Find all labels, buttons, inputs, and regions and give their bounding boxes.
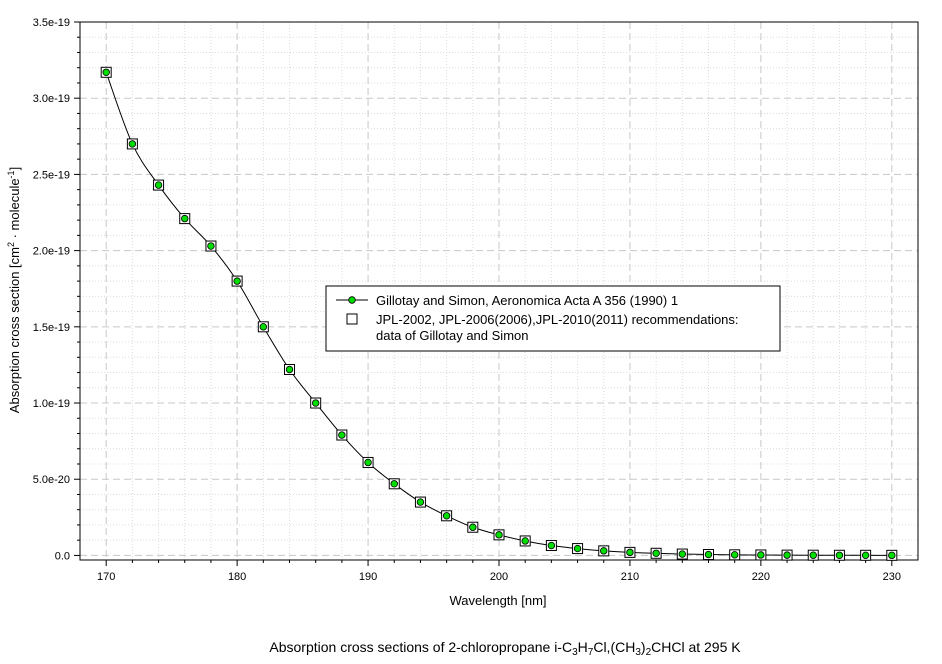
data-point-gillotay-circle (495, 531, 503, 539)
data-point-gillotay-circle (835, 551, 844, 559)
caption-subscript: 2 (646, 647, 652, 658)
y-axis-title-post: ] (7, 167, 22, 171)
data-point-gillotay-circle (757, 551, 765, 559)
y-axis-title-sup2: -1 (6, 170, 16, 178)
caption-part: CHCl at 295 K (651, 639, 741, 655)
data-point-gillotay-circle (338, 431, 346, 439)
x-tick-labels: 170 180 190 200 210 220 230 (97, 571, 901, 583)
data-point-gillotay-circle (259, 323, 268, 331)
data-point-gillotay-circle (416, 498, 425, 506)
data-point-gillotay-circle (311, 399, 320, 407)
data-point-gillotay-circle (181, 214, 189, 223)
y-axis-title-sup1: 2 (6, 242, 16, 247)
data-point-gillotay-circle (809, 551, 817, 559)
data-point-gillotay-circle (233, 277, 241, 285)
caption-subscript: 3 (572, 647, 578, 658)
figure-caption: Absorption cross sections of 2-chloropro… (269, 639, 741, 658)
data-point-gillotay-circle (521, 537, 529, 545)
x-tick-label: 200 (490, 571, 508, 583)
x-tick-label: 170 (97, 571, 115, 583)
data-point-gillotay-circle (390, 480, 398, 488)
y-tick-label: 2.5e-19 (33, 169, 70, 181)
x-tick-label: 210 (621, 571, 639, 583)
caption-subscript: 7 (588, 647, 594, 658)
legend: Gillotay and Simon, Aeronomica Acta A 35… (325, 285, 781, 352)
y-tick-label: 3.0e-19 (33, 93, 70, 105)
y-tick-labels: 0.0 5.0e-20 1.0e-19 1.5e-19 2.0e-19 2.5e-19 3.… (33, 17, 70, 562)
data-point-gillotay-circle (128, 140, 137, 148)
axis-ticks (74, 21, 893, 566)
caption-part: Cl,(CH (593, 639, 635, 655)
legend-green-marker (348, 296, 356, 304)
data-point-gillotay-circle (364, 458, 372, 467)
y-axis-title: Absorption cross section [cm2 · molecule… (6, 167, 22, 413)
data-point-gillotay-circle (652, 549, 660, 557)
data-point-gillotay-circle (207, 242, 215, 250)
legend-label-jpl-line1: JPL-2002, JPL-2006(2006),JPL-2010(2011) … (376, 312, 739, 327)
legend-label-gillotay: Gillotay and Simon, Aeronomica Acta A 35… (376, 293, 678, 308)
y-tick-label: 0.0 (55, 550, 70, 562)
data-point-gillotay-circle (600, 547, 608, 555)
series-layer (100, 66, 898, 561)
data-point-gillotay-circle (861, 551, 870, 560)
y-axis-title-mid: · molecule (7, 178, 22, 242)
x-tick-label: 180 (228, 571, 246, 583)
caption-subscript: 3 (635, 647, 641, 658)
y-tick-label: 1.0e-19 (33, 398, 70, 410)
data-point-gillotay-circle (573, 544, 582, 553)
y-tick-label: 1.5e-19 (33, 322, 70, 334)
caption-part: ) (641, 639, 646, 655)
x-tick-label: 190 (359, 571, 377, 583)
caption-part: Absorption cross sections of 2-chloropro… (269, 639, 572, 655)
data-point-gillotay-circle (626, 548, 634, 557)
caption-part: H (578, 639, 588, 655)
data-point-gillotay-circle (154, 181, 163, 189)
data-point-gillotay-circle (547, 541, 556, 550)
legend-box (325, 285, 781, 352)
x-tick-label: 230 (883, 571, 901, 583)
y-tick-label: 2.0e-19 (33, 246, 70, 258)
data-point-gillotay-circle (469, 523, 477, 531)
x-tick-label: 220 (752, 571, 770, 583)
data-point-gillotay-circle (783, 551, 791, 559)
data-point-gillotay-circle (730, 551, 739, 559)
x-axis-title: Wavelength [nm] (449, 593, 546, 608)
legend-square-marker (346, 313, 358, 325)
data-point-gillotay-circle (888, 551, 896, 560)
data-point-gillotay-circle (678, 550, 687, 558)
y-tick-label: 3.5e-19 (33, 17, 70, 29)
data-point-gillotay-circle (285, 365, 294, 374)
y-tick-label: 5.0e-20 (33, 474, 70, 486)
data-point-gillotay-circle (442, 512, 451, 520)
legend-label-jpl-line2: data of Gillotay and Simon (376, 328, 528, 343)
y-axis-title-pre: Absorption cross section [cm (7, 247, 22, 413)
data-point-gillotay-circle (102, 68, 110, 76)
data-point-gillotay-circle (704, 550, 713, 559)
